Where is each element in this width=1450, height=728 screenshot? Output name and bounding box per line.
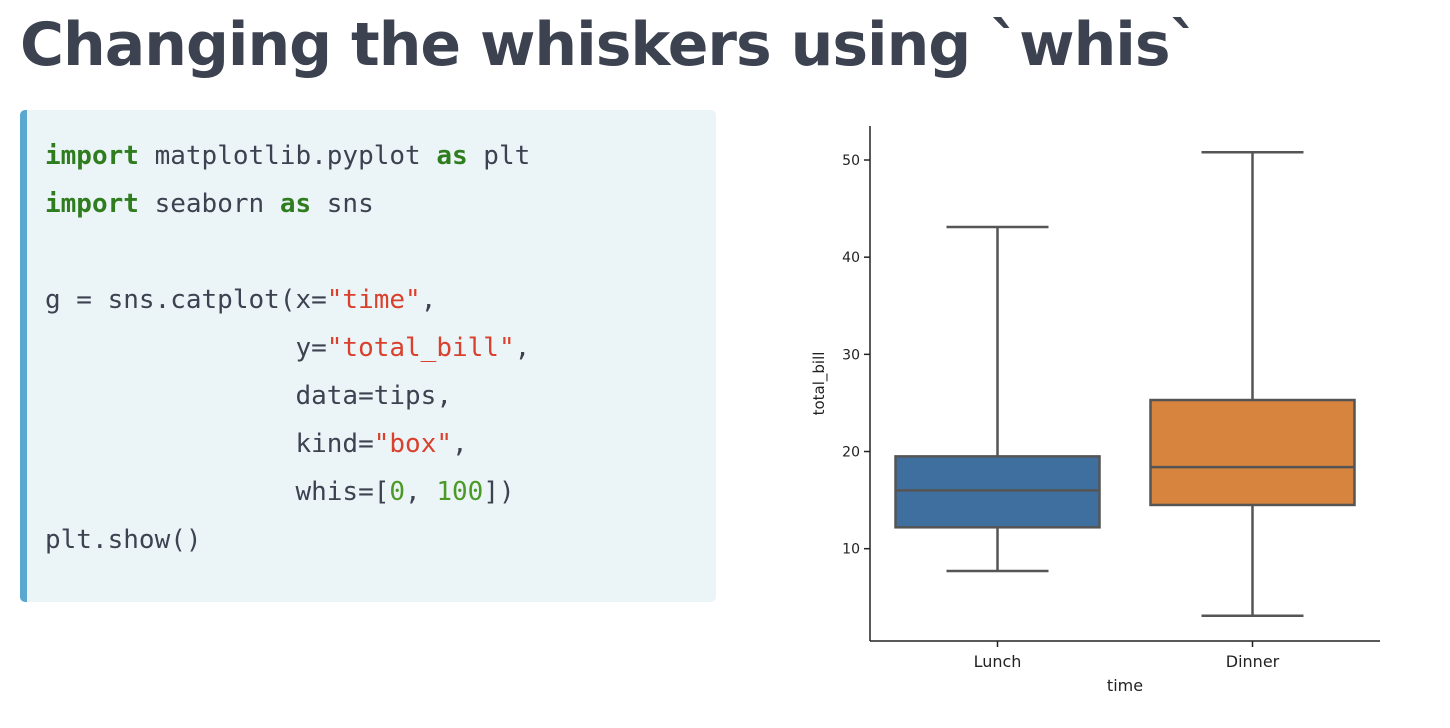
code-line: import seaborn as sns — [45, 180, 530, 228]
box-plot-chart: 10 20 30 40 50 Lunch Dinner time total_bill — [810, 126, 1380, 695]
code-string: "time" — [326, 285, 421, 315]
code-text: g = sns.catplot(x= — [45, 285, 327, 315]
code-string: "total_bill" — [326, 333, 515, 363]
box-dinner — [1149, 398, 1356, 507]
code-line: whis=[0, 100]) — [45, 468, 530, 516]
slide-title: Changing the whiskers using `whis` — [20, 10, 1200, 80]
code-keyword: import — [45, 141, 139, 171]
code-text: matplotlib.pyplot — [138, 141, 437, 171]
x-tick-label: Lunch — [974, 652, 1022, 671]
y-tick-label: 30 — [842, 347, 860, 363]
code-listing: import matplotlib.pyplot as plt import se… — [45, 132, 530, 578]
code-keyword: as — [436, 141, 468, 171]
code-text: , — [452, 429, 468, 459]
box-lunch — [894, 455, 1101, 529]
code-number: 100 — [436, 477, 484, 507]
code-text: , — [405, 477, 437, 507]
code-text: seaborn — [138, 189, 280, 219]
y-tick-label: 20 — [842, 445, 860, 461]
code-keyword: import — [45, 189, 139, 219]
x-tick-label: Dinner — [1226, 652, 1280, 671]
code-text: , — [514, 333, 531, 363]
y-tick-label: 10 — [842, 542, 860, 558]
x-axis-label: time — [1107, 676, 1143, 695]
code-text: plt — [467, 141, 531, 171]
code-text: y= — [45, 333, 327, 363]
code-text: whis=[ — [45, 477, 390, 507]
code-line: plt.show() — [45, 516, 530, 578]
y-tick-label: 50 — [842, 153, 860, 169]
code-number: 0 — [389, 477, 406, 507]
code-keyword: as — [279, 189, 312, 219]
code-line: data=tips, — [45, 372, 530, 420]
code-block: import matplotlib.pyplot as plt import se… — [20, 110, 716, 602]
code-line: kind="box", — [45, 420, 530, 468]
code-text: plt.show() — [45, 525, 202, 555]
code-text: kind= — [45, 429, 374, 459]
y-axis-label: total_bill — [810, 352, 829, 416]
code-line: y="total_bill", — [45, 324, 530, 372]
code-text: ]) — [483, 477, 515, 507]
code-string: "box" — [373, 429, 453, 459]
code-line: g = sns.catplot(x="time", — [45, 276, 530, 324]
code-line — [45, 228, 530, 276]
code-line: import matplotlib.pyplot as plt — [45, 132, 530, 180]
code-text: , — [420, 285, 437, 315]
code-text: data=tips, — [45, 381, 452, 411]
y-tick-label: 40 — [842, 250, 860, 266]
code-text: sns — [311, 189, 374, 219]
